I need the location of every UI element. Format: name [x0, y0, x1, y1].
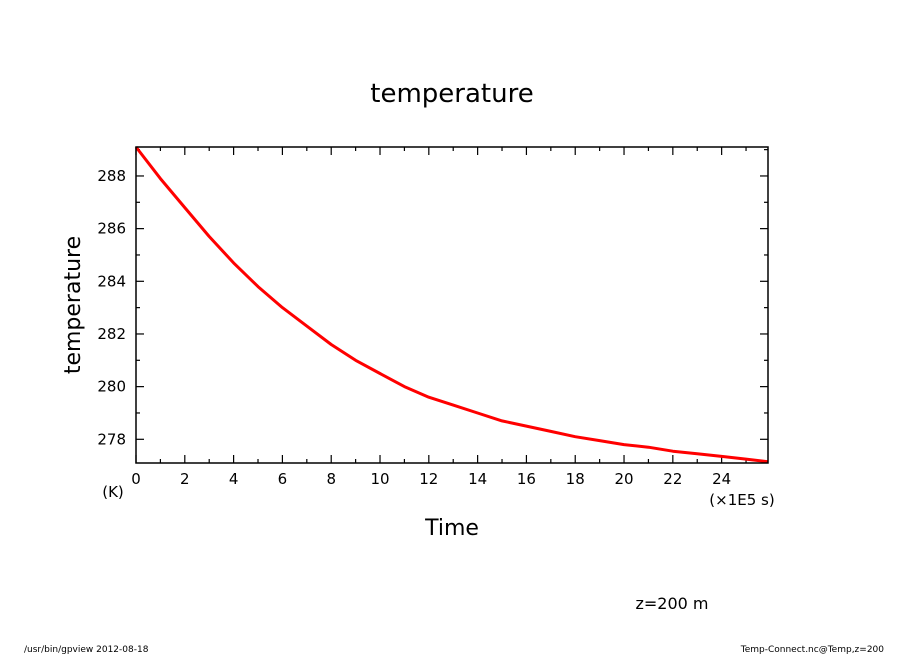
- y-axis-ticks: [136, 149, 768, 440]
- footer-right: Temp-Connect.nc@Temp,z=200: [740, 645, 885, 654]
- plot-frame: [135, 146, 769, 464]
- annotation-level: z=200 m: [635, 594, 708, 613]
- footer-left: /usr/bin/gpview 2012-08-18: [24, 645, 149, 654]
- x-tick-label: 6: [278, 470, 288, 488]
- y-tick-label: 284: [97, 272, 126, 290]
- y-tick-label: 282: [97, 325, 126, 343]
- y-axis-label: temperature: [61, 236, 86, 374]
- x-tick-label: 16: [517, 470, 536, 488]
- x-tick-label: 20: [614, 470, 633, 488]
- x-tick-label: 4: [229, 470, 239, 488]
- x-axis-ticks: [135, 147, 747, 463]
- x-axis-unit: (×1E5 s): [709, 491, 774, 509]
- x-axis-label: Time: [424, 516, 479, 541]
- y-tick-label: 280: [97, 378, 126, 396]
- x-tick-label: 14: [468, 470, 487, 488]
- chart-title: temperature: [370, 79, 533, 109]
- y-tick-label: 288: [97, 167, 126, 185]
- x-tick-labels: 0 2 4 6 8 10 12 14 16 18 20 22 24: [131, 470, 731, 488]
- x-tick-label: 2: [180, 470, 190, 488]
- x-tick-label: 24: [712, 470, 731, 488]
- y-tick-label: 278: [97, 430, 126, 448]
- y-axis-unit: (K): [102, 483, 124, 501]
- x-tick-label: 8: [326, 470, 336, 488]
- x-tick-label: 10: [370, 470, 389, 488]
- y-tick-labels: 278 280 282 284 286 288: [97, 167, 126, 448]
- series-line: [134, 146, 769, 464]
- x-tick-label: 0: [131, 470, 141, 488]
- x-tick-label: 22: [663, 470, 682, 488]
- x-tick-label: 12: [419, 470, 438, 488]
- y-tick-label: 286: [97, 220, 126, 238]
- x-tick-label: 18: [566, 470, 585, 488]
